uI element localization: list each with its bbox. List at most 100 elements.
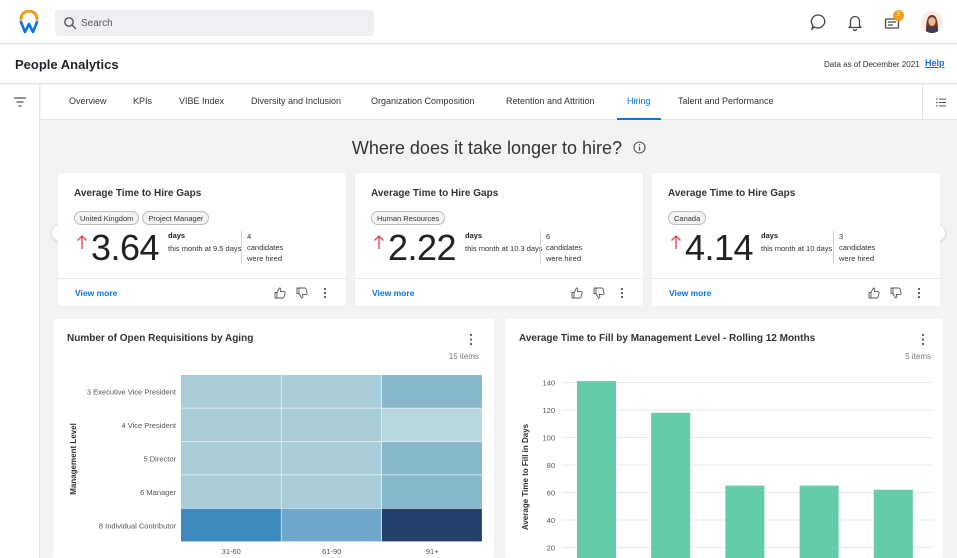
- thumbs-up-icon[interactable]: [571, 287, 583, 299]
- heatmap-cell[interactable]: [281, 375, 382, 408]
- workday-logo-icon[interactable]: [19, 10, 39, 34]
- y-tick-label: 20: [547, 544, 555, 553]
- heatmap-cell[interactable]: [281, 508, 382, 542]
- chip: United Kingdom: [74, 211, 140, 225]
- y-tick-label: 8 Individual Contributor: [99, 521, 177, 530]
- tab-retention-and-attrition[interactable]: Retention and Attrition: [506, 96, 595, 106]
- kpi-count-label: candidates were hired: [247, 243, 284, 263]
- tab-bar: Overview KPIs VIBE Index Diversity and I…: [41, 85, 957, 120]
- y-tick-label: 40: [547, 516, 555, 525]
- kpi-value: 2.22: [388, 227, 457, 268]
- y-tick-label: 100: [542, 434, 555, 443]
- heatmap-cell[interactable]: [382, 475, 482, 508]
- chart-title: Number of Open Requisitions by Aging: [67, 333, 254, 344]
- list-icon[interactable]: [936, 98, 946, 107]
- tab-overview[interactable]: Overview: [69, 96, 107, 106]
- kpi-footer-divider: [58, 278, 346, 279]
- kpi-card: Average Time to Hire Gaps Human Resource…: [355, 173, 643, 306]
- notification-badge: 5: [893, 10, 904, 21]
- y-axis-title: Average Time to Fill in Days: [521, 423, 530, 530]
- thumbs-down-icon[interactable]: [593, 287, 605, 299]
- left-rail: [0, 85, 40, 558]
- view-more-link[interactable]: View more: [669, 288, 712, 298]
- chip: Project Manager: [142, 211, 210, 225]
- more-vertical-icon[interactable]: [620, 287, 624, 299]
- kpi-unit: days: [761, 231, 779, 240]
- view-more-link[interactable]: View more: [75, 288, 118, 298]
- y-axis-title: Management Level: [69, 423, 78, 495]
- x-tick-label: 31-60: [222, 547, 241, 556]
- thumbs-down-icon[interactable]: [890, 287, 902, 299]
- chip: Human Resources: [371, 211, 446, 225]
- heatmap-cell[interactable]: [382, 408, 482, 442]
- kpi-count-label: candidates were hired: [546, 243, 583, 263]
- heatmap-cell[interactable]: [382, 375, 482, 408]
- heatmap-cell[interactable]: [281, 408, 382, 442]
- chip: Canada: [668, 211, 707, 225]
- arrow-up-icon: [671, 235, 681, 249]
- y-tick-label: 140: [542, 379, 555, 388]
- info-icon[interactable]: [633, 141, 646, 154]
- avatar[interactable]: [921, 11, 943, 33]
- kpi-unit: days: [465, 231, 483, 240]
- chat-icon[interactable]: [809, 12, 829, 32]
- chip-group: United Kingdom Project Manager: [74, 208, 212, 225]
- search-box[interactable]: [55, 10, 374, 36]
- tab-kpis[interactable]: KPIs: [133, 96, 153, 106]
- kpi-value: 4.14: [685, 227, 754, 268]
- inbox-icon[interactable]: [882, 12, 902, 32]
- heatmap-cell[interactable]: [181, 441, 281, 475]
- chip-group: Canada: [668, 208, 709, 225]
- bar-chart-panel: Average Time to Fill by Management Level…: [505, 319, 943, 558]
- help-link[interactable]: Help: [925, 58, 945, 68]
- search-input[interactable]: [81, 10, 361, 36]
- kpi-value: 3.64: [91, 227, 160, 268]
- bar[interactable]: [873, 489, 913, 558]
- kpi-count-label: candidates were hired: [839, 243, 876, 263]
- heatmap-cell[interactable]: [382, 508, 482, 542]
- thumbs-down-icon[interactable]: [296, 287, 308, 299]
- more-vertical-icon[interactable]: [917, 287, 921, 299]
- y-tick-label: 4 Vice President: [122, 421, 177, 430]
- kpi-count-value: 6: [546, 232, 551, 241]
- kpi-footer-divider: [652, 278, 940, 279]
- more-vertical-icon[interactable]: [921, 333, 925, 346]
- x-tick-label: 61-90: [322, 547, 341, 556]
- tab-vibe-index[interactable]: VIBE Index: [179, 96, 225, 106]
- chip-group: Human Resources: [371, 208, 448, 225]
- kpi-count: 6 candidates were hired: [546, 231, 598, 264]
- heatmap-cell[interactable]: [181, 475, 281, 508]
- heatmap-cell[interactable]: [181, 375, 281, 408]
- tab-divider: [922, 85, 923, 120]
- tab-talent-and-performance[interactable]: Talent and Performance: [678, 96, 774, 106]
- kpi-comparison: this month at 10.3 days: [465, 244, 543, 253]
- filter-icon[interactable]: [13, 96, 27, 108]
- more-vertical-icon[interactable]: [469, 333, 473, 346]
- bar[interactable]: [799, 485, 839, 558]
- thumbs-up-icon[interactable]: [274, 287, 286, 299]
- bell-icon[interactable]: [845, 12, 865, 32]
- heatmap-cell[interactable]: [382, 441, 482, 475]
- bar[interactable]: [725, 485, 765, 558]
- kpi-card: Average Time to Hire Gaps United Kingdom…: [58, 173, 346, 306]
- tab-diversity-and-inclusion[interactable]: Diversity and Inclusion: [251, 96, 342, 106]
- kpi-comparison: this month at 10 days: [761, 244, 833, 253]
- heatmap-cell[interactable]: [181, 508, 281, 542]
- arrow-up-icon: [374, 235, 384, 249]
- view-more-link[interactable]: View more: [372, 288, 415, 298]
- item-count: 5 items: [905, 352, 931, 361]
- heatmap-cell[interactable]: [281, 441, 382, 475]
- heatmap-cell[interactable]: [281, 475, 382, 508]
- tab-hiring[interactable]: Hiring: [617, 85, 661, 120]
- kpi-title: Average Time to Hire Gaps: [74, 188, 202, 199]
- thumbs-up-icon[interactable]: [868, 287, 880, 299]
- heatmap-cell[interactable]: [181, 408, 281, 442]
- more-vertical-icon[interactable]: [323, 287, 327, 299]
- kpi-count: 3 candidates were hired: [839, 231, 891, 264]
- y-tick-label: 5 Director: [143, 455, 176, 464]
- page-title: People Analytics: [15, 57, 119, 72]
- tab-organization-composition[interactable]: Organization Composition: [371, 96, 475, 106]
- bar[interactable]: [651, 412, 691, 558]
- kpi-comparison: this month at 9.5 days: [168, 244, 242, 253]
- bar[interactable]: [577, 381, 616, 558]
